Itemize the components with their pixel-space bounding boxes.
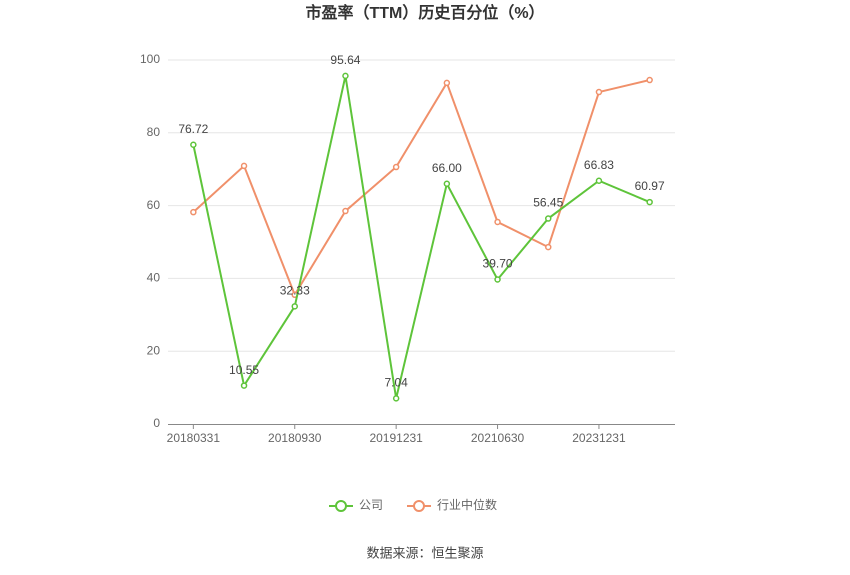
value-label: 66.83 xyxy=(584,158,614,172)
point xyxy=(443,79,451,87)
point xyxy=(342,207,349,215)
legend-marker xyxy=(335,500,347,512)
value-label: 10.55 xyxy=(229,363,259,377)
x-tick-label: 20231231 xyxy=(572,431,626,445)
y-tick-label: 100 xyxy=(140,52,160,66)
legend-marker xyxy=(413,500,425,512)
point xyxy=(595,177,603,184)
point xyxy=(646,76,653,84)
point xyxy=(494,218,501,226)
point xyxy=(494,276,501,283)
series-line xyxy=(192,75,651,399)
y-tick-label: 60 xyxy=(147,198,161,212)
value-label: 7.04 xyxy=(384,376,408,390)
value-label: 39.70 xyxy=(483,257,513,271)
y-tick-label: 40 xyxy=(147,271,161,285)
value-label: 76.72 xyxy=(178,122,208,136)
value-label: 56.45 xyxy=(533,196,563,210)
point xyxy=(443,180,451,188)
legend-label: 公司 xyxy=(359,498,383,512)
x-tick-label: 20180930 xyxy=(268,431,322,445)
point xyxy=(240,382,248,389)
value-label: 66.00 xyxy=(432,161,462,175)
series-line xyxy=(192,79,650,298)
point xyxy=(240,162,248,170)
point xyxy=(291,303,298,310)
point xyxy=(342,72,349,80)
point xyxy=(646,198,653,206)
point xyxy=(190,208,197,216)
value-label: 95.64 xyxy=(330,53,360,67)
value-label: 60.97 xyxy=(635,179,665,193)
point xyxy=(392,163,400,171)
point xyxy=(595,88,603,96)
x-tick-label: 20191231 xyxy=(369,431,423,445)
source: 数据来源：恒生聚源 xyxy=(366,545,483,560)
y-tick-label: 20 xyxy=(147,343,161,357)
x-tick-label: 20210630 xyxy=(471,431,525,445)
point xyxy=(545,243,552,251)
legend-label: 行业中位数 xyxy=(437,497,497,512)
point xyxy=(190,141,197,148)
x-tick-label: 20180331 xyxy=(167,431,221,445)
point xyxy=(392,395,400,402)
y-tick-label: 80 xyxy=(147,125,161,139)
value-label: 32.33 xyxy=(280,283,310,297)
y-tick-label: 0 xyxy=(153,416,160,430)
point xyxy=(545,215,552,222)
chart-title: 市盈率（TTM）历史百分位（%） xyxy=(305,3,544,22)
